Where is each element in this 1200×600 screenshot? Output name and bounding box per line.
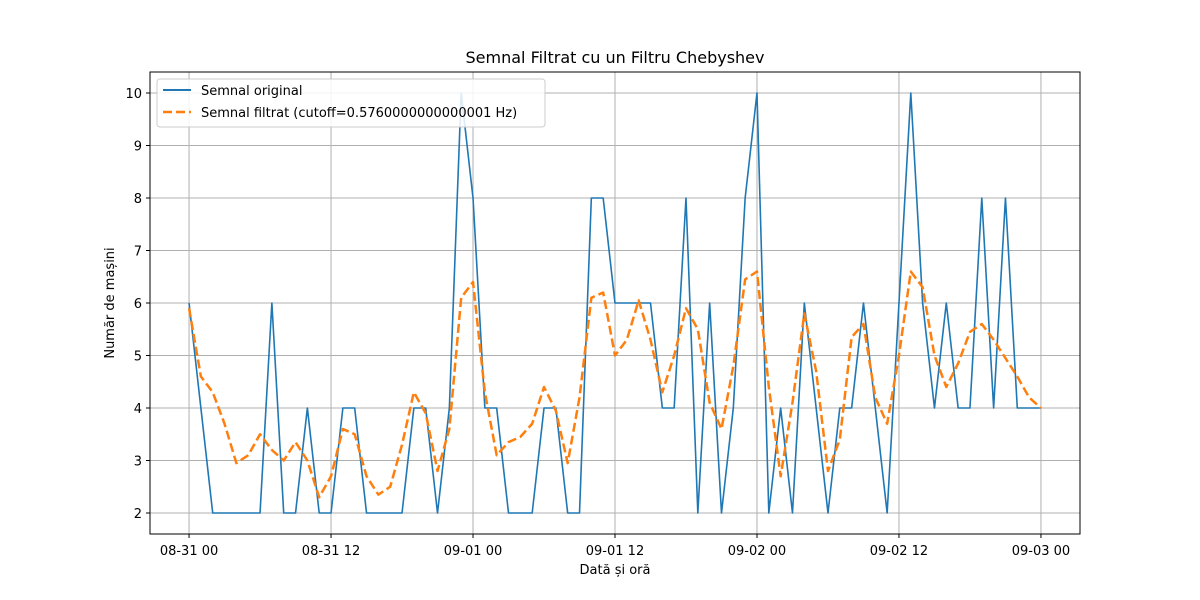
legend-entry-filtered: Semnal filtrat (cutoff=0.576000000000000… xyxy=(201,106,517,121)
y-tick-label: 8 xyxy=(134,192,142,207)
x-axis-label: Dată și oră xyxy=(580,563,651,578)
x-tick-label: 09-01 00 xyxy=(444,544,502,559)
x-axis: 08-31 00 08-31 12 09-01 00 09-01 12 09-02 00… xyxy=(160,534,1070,559)
legend: Semnal original Semnal filtrat (cutoff=0… xyxy=(156,78,546,128)
y-axis-label: Număr de mașini xyxy=(103,247,118,358)
y-axis: 2 3 4 5 6 7 8 9 10 xyxy=(125,87,150,522)
series-line-original xyxy=(188,92,1041,514)
y-tick-label: 2 xyxy=(134,507,142,522)
x-tick-label: 08-31 00 xyxy=(160,544,218,559)
y-tick-label: 4 xyxy=(134,402,142,417)
y-tick-label: 7 xyxy=(134,245,142,260)
y-tick-label: 10 xyxy=(125,87,142,102)
x-tick-label: 09-01 12 xyxy=(586,544,644,559)
plot-area xyxy=(187,92,1042,514)
x-tick-label: 08-31 12 xyxy=(302,544,360,559)
x-tick-label: 09-03 00 xyxy=(1012,544,1070,559)
y-tick-label: 5 xyxy=(134,350,142,365)
x-tick-label: 09-02 12 xyxy=(870,544,928,559)
chart-title: Semnal Filtrat cu un Filtru Chebyshev xyxy=(466,48,765,67)
x-tick-label: 09-02 00 xyxy=(728,544,786,559)
y-tick-label: 3 xyxy=(134,455,142,470)
legend-box xyxy=(156,78,546,128)
y-tick-label: 9 xyxy=(134,140,142,155)
series-line-filtered xyxy=(187,270,1042,499)
y-tick-label: 6 xyxy=(134,297,142,312)
legend-entry-original: Semnal original xyxy=(201,84,302,99)
